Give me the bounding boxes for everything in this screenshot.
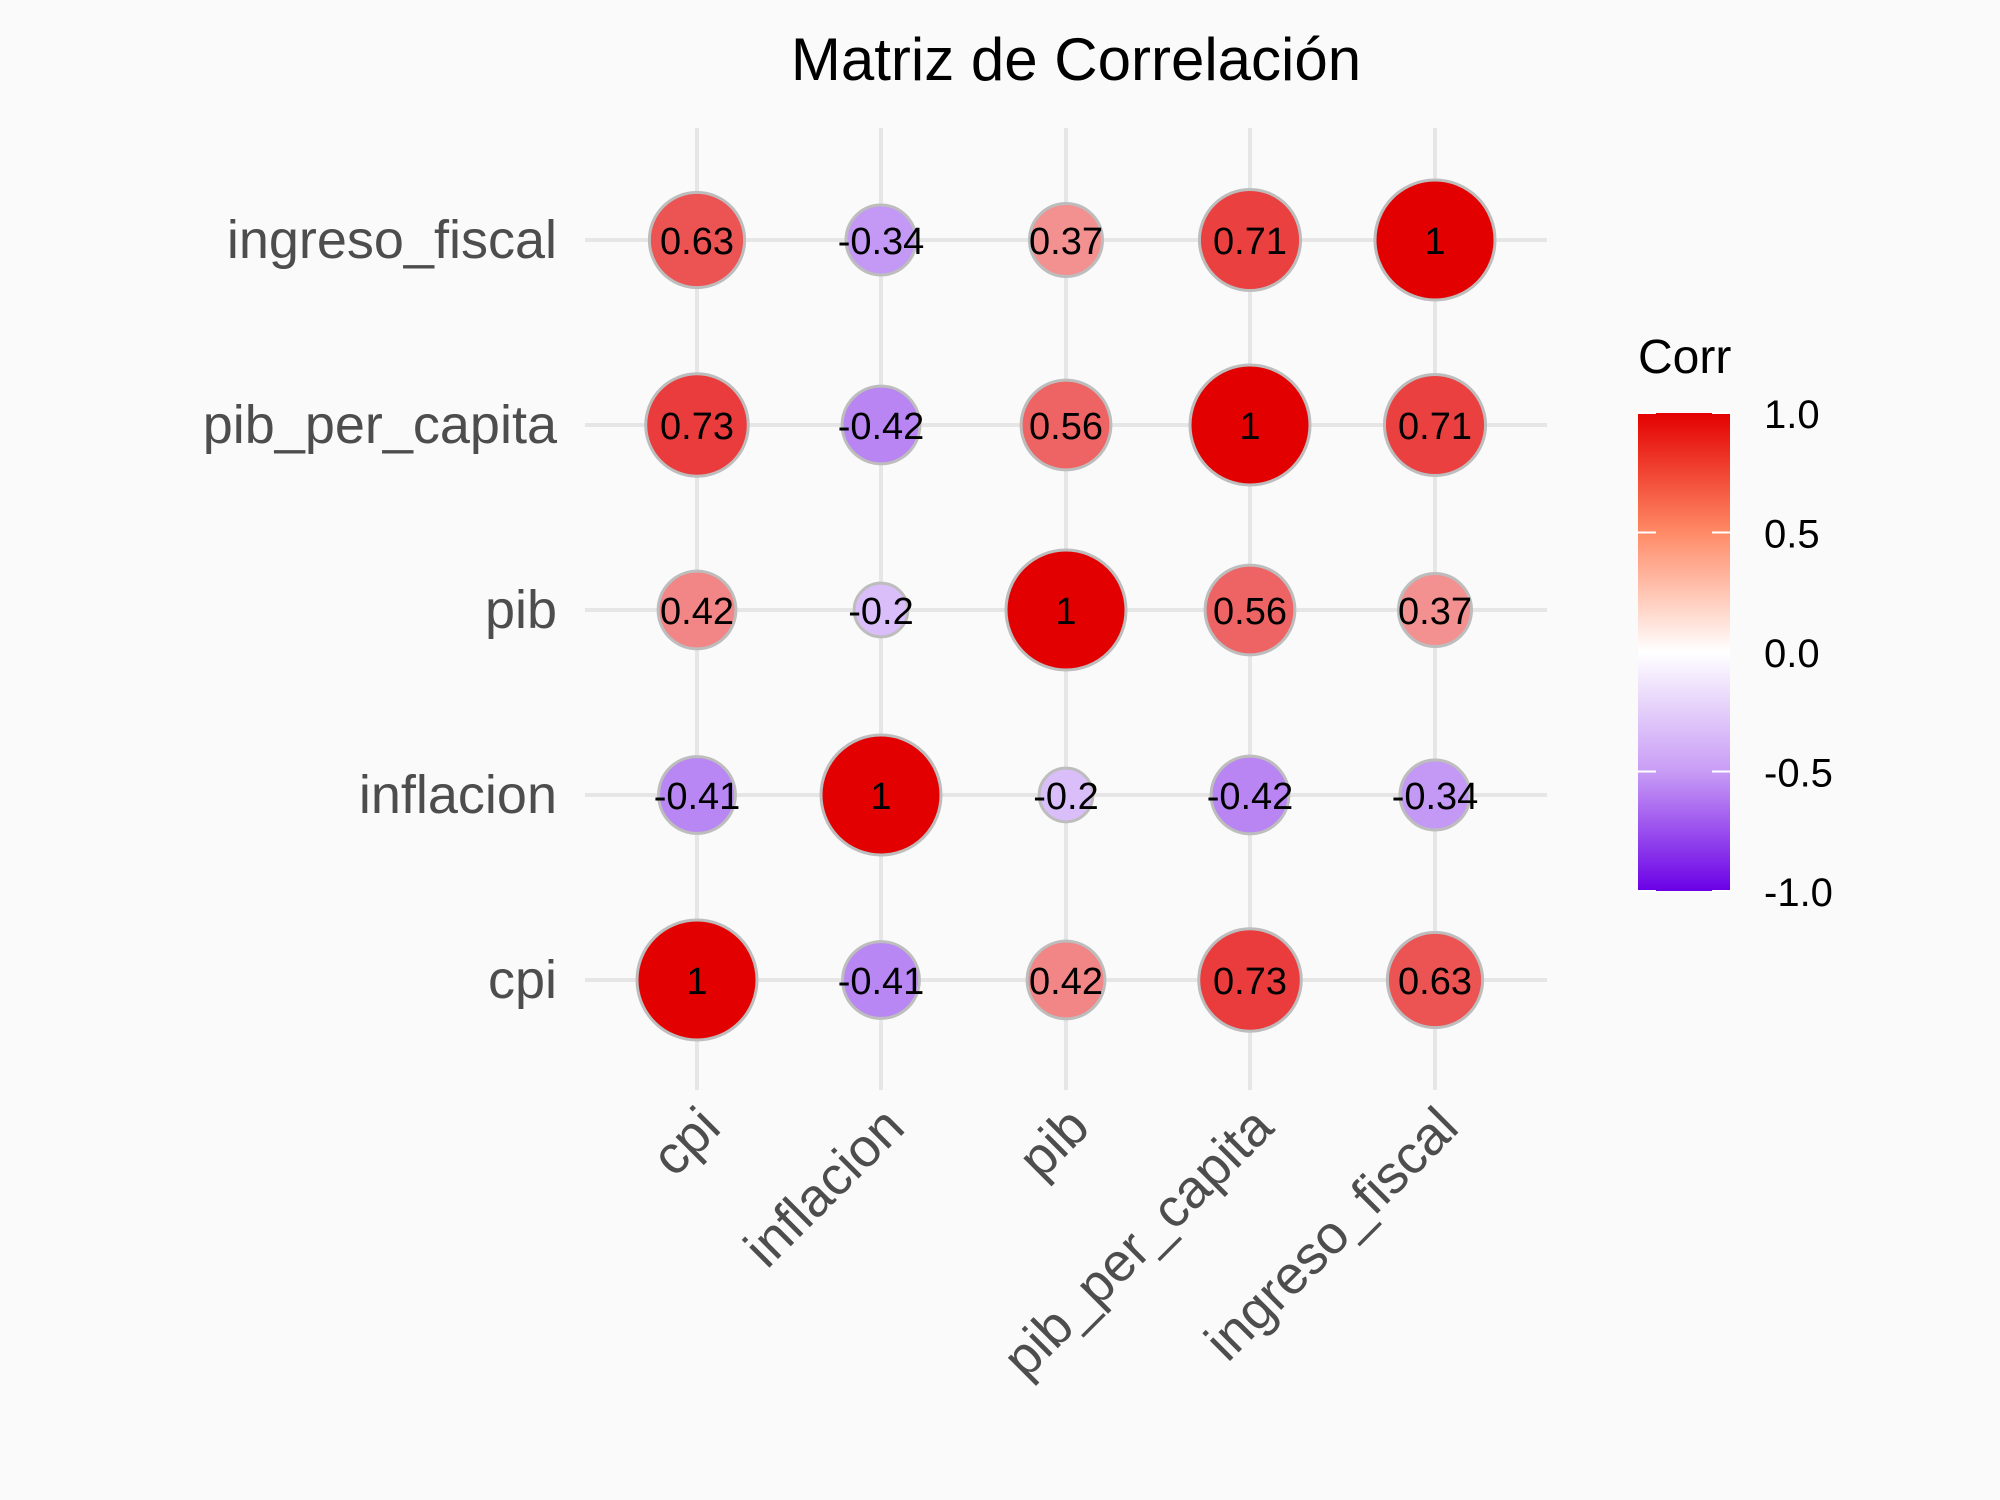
corr-circle xyxy=(1188,363,1312,487)
corr-circle xyxy=(1373,178,1497,302)
corr-circle xyxy=(1203,563,1297,657)
corr-circle xyxy=(819,733,943,857)
corr-value-label: -0.41 xyxy=(654,776,741,818)
corr-circle xyxy=(644,372,750,478)
y-tick-label-cpi: cpi xyxy=(488,950,557,1010)
corr-value-label: -0.34 xyxy=(1392,776,1479,818)
cell-pib_per_capita-inflacion: -0.42 xyxy=(838,384,925,466)
cell-ingreso_fiscal-cpi: 0.63 xyxy=(647,190,747,290)
corr-value-label: 1 xyxy=(1424,221,1445,263)
cell-cpi-inflacion: -0.41 xyxy=(838,940,925,1020)
legend-tick-label: 1.0 xyxy=(1764,393,1820,437)
corr-value-label: -0.42 xyxy=(1207,776,1294,818)
circle-layer: 1 -0.41 0.42 0.73 0.63 -0.41 1 -0.2 -0.42 -0.34 0.… xyxy=(635,178,1497,1042)
corr-circle xyxy=(1197,187,1303,293)
cell-cpi-ingreso_fiscal: 0.63 xyxy=(1385,930,1485,1030)
corr-circle xyxy=(1019,378,1113,472)
cell-pib_per_capita-cpi: 0.73 xyxy=(644,372,750,478)
corr-circle xyxy=(647,190,747,290)
cell-cpi-pib_per_capita: 0.73 xyxy=(1197,927,1303,1033)
corr-value-label: 0.42 xyxy=(660,591,734,633)
corr-circle xyxy=(1385,930,1485,1030)
corr-circle xyxy=(1382,372,1488,478)
legend-tick-label: -1.0 xyxy=(1764,871,1833,915)
legend-tick-label: 0.5 xyxy=(1764,513,1820,557)
corr-value-label: 0.42 xyxy=(1029,961,1103,1003)
legend-tick-label: -0.5 xyxy=(1764,752,1833,796)
legend-ticks: 1.0 0.5 0.0 -0.5 -1.0 xyxy=(1638,393,1833,915)
cell-cpi-pib: 0.42 xyxy=(1025,939,1107,1021)
corr-value-label: 1 xyxy=(1055,591,1076,633)
corr-value-label: 0.71 xyxy=(1213,221,1287,263)
x-tick-label-pib: pib xyxy=(1007,1096,1100,1189)
legend-title: Corr xyxy=(1638,331,1731,384)
cell-inflacion-pib_per_capita: -0.42 xyxy=(1207,754,1294,836)
y-tick-label-inflacion: inflacion xyxy=(359,765,557,825)
corr-value-label: 1 xyxy=(870,776,891,818)
chart-title: Matriz de Correlación xyxy=(791,26,1361,93)
cell-pib_per_capita-pib_per_capita: 1 xyxy=(1188,363,1312,487)
cell-pib-pib: 1 xyxy=(1004,548,1128,672)
corr-value-label: 0.63 xyxy=(660,221,734,263)
corr-circle xyxy=(1397,572,1473,648)
corr-value-label: -0.42 xyxy=(838,406,925,448)
corr-circle xyxy=(841,940,921,1020)
corr-value-label: 0.56 xyxy=(1029,406,1103,448)
corr-value-label: 0.73 xyxy=(1213,961,1287,1003)
corr-circle xyxy=(844,203,918,277)
corr-circle xyxy=(656,569,738,651)
cell-inflacion-ingreso_fiscal: -0.34 xyxy=(1392,758,1479,832)
y-axis-labels: cpi inflacion pib pib_per_capita ingreso_fis… xyxy=(203,210,558,1010)
corr-circle xyxy=(1197,927,1303,1033)
x-axis-labels: cpi inflacion pibpib_per_capitaingreso_fis… xyxy=(640,1095,1469,1389)
y-tick-label-pib: pib xyxy=(485,580,557,640)
cell-pib_per_capita-ingreso_fiscal: 0.71 xyxy=(1382,372,1488,478)
x-tick-label-cpi: cpi xyxy=(640,1096,731,1187)
corr-value-label: 1 xyxy=(1239,406,1260,448)
corr-circle xyxy=(840,384,922,466)
cell-inflacion-pib: -0.2 xyxy=(1033,766,1099,824)
corr-circle xyxy=(852,581,910,639)
corr-value-label: -0.41 xyxy=(838,961,925,1003)
cell-pib-ingreso_fiscal: 0.37 xyxy=(1397,572,1473,648)
cell-ingreso_fiscal-pib_per_capita: 0.71 xyxy=(1197,187,1303,293)
corr-value-label: 0.37 xyxy=(1029,221,1103,263)
corr-circle xyxy=(1209,754,1291,836)
corr-value-label: 0.73 xyxy=(660,406,734,448)
cell-pib_per_capita-pib: 0.56 xyxy=(1019,378,1113,472)
legend: Corr 1.0 0.5 0.0 -0.5 -1.0 xyxy=(1638,331,1833,915)
y-tick-label-ingreso_fiscal: ingreso_fiscal xyxy=(227,210,557,270)
corr-circle xyxy=(1037,766,1095,824)
cell-ingreso_fiscal-inflacion: -0.34 xyxy=(838,203,925,277)
x-tick-label-inflacion: inflacion xyxy=(733,1096,916,1279)
corr-circle xyxy=(635,918,759,1042)
cell-ingreso_fiscal-pib: 0.37 xyxy=(1028,202,1104,278)
corr-circle xyxy=(1025,939,1107,1021)
corr-value-label: -0.34 xyxy=(838,221,925,263)
cell-cpi-cpi: 1 xyxy=(635,918,759,1042)
corr-circle xyxy=(1004,548,1128,672)
cell-pib-inflacion: -0.2 xyxy=(848,581,914,639)
corr-value-label: 0.37 xyxy=(1398,591,1472,633)
corr-value-label: 0.71 xyxy=(1398,406,1472,448)
cell-pib-pib_per_capita: 0.56 xyxy=(1203,563,1297,657)
corr-value-label: -0.2 xyxy=(1033,776,1098,818)
corr-circle xyxy=(1028,202,1104,278)
legend-tick-label: 0.0 xyxy=(1764,632,1820,676)
corr-circle xyxy=(1398,758,1472,832)
corr-circle xyxy=(657,755,737,835)
corr-value-label: 1 xyxy=(686,961,707,1003)
cell-inflacion-cpi: -0.41 xyxy=(654,755,741,835)
cell-ingreso_fiscal-ingreso_fiscal: 1 xyxy=(1373,178,1497,302)
corr-value-label: -0.2 xyxy=(848,591,913,633)
corr-value-label: 0.63 xyxy=(1398,961,1472,1003)
cell-pib-cpi: 0.42 xyxy=(656,569,738,651)
y-tick-label-pib_per_capita: pib_per_capita xyxy=(203,395,558,455)
corr-value-label: 0.56 xyxy=(1213,591,1287,633)
cell-inflacion-inflacion: 1 xyxy=(819,733,943,857)
